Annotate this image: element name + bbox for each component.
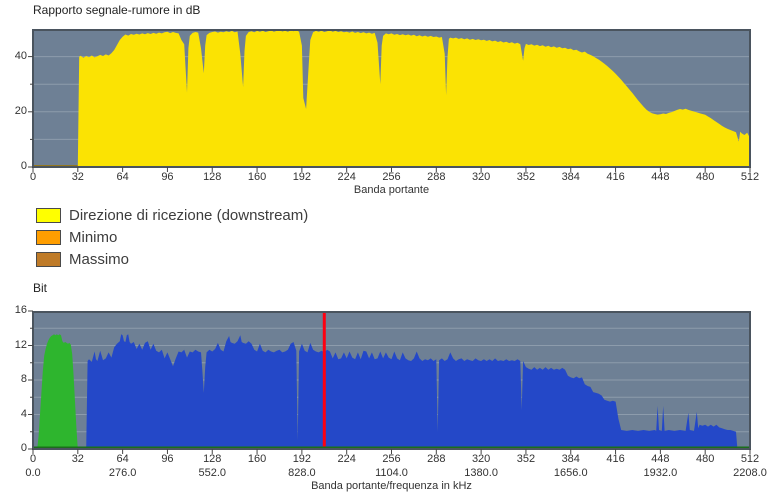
- x-tick-label: 192: [292, 171, 312, 183]
- x-tick-label: 96: [161, 171, 174, 183]
- x-tick-label: 256: [382, 453, 401, 465]
- x-tick-label: 320: [471, 171, 491, 183]
- x-tick-label: 64: [116, 453, 129, 465]
- x-tick-label: 64: [116, 171, 129, 183]
- legend-item-1: Minimo: [36, 226, 308, 248]
- y-tick-label: 16: [14, 304, 27, 316]
- x-tick-label: 128: [203, 171, 222, 183]
- bit-chart-title: Bit: [33, 281, 48, 295]
- x-tick-label: 0: [29, 171, 37, 183]
- x-tick-label: 160: [247, 171, 267, 183]
- y-tick-label: 0: [20, 160, 27, 172]
- y-tick-label: 8: [20, 373, 27, 385]
- freq-tick-label: 0.0: [25, 467, 41, 479]
- y-tick-label: 20: [14, 104, 27, 117]
- legend-swatch-icon: [36, 207, 61, 223]
- freq-tick-label: 1932.0: [643, 467, 678, 479]
- legend-swatch-icon: [36, 251, 61, 267]
- freq-tick-label: 1656.0: [553, 467, 588, 479]
- x-tick-label: 32: [71, 453, 84, 465]
- legend: Direzione di ricezione (downstream) Minim…: [36, 204, 308, 270]
- x-tick-label: 32: [71, 171, 84, 183]
- freq-tick-label: 552.0: [198, 467, 227, 479]
- x-tick-label: 160: [247, 453, 267, 465]
- x-tick-label: 512: [740, 453, 760, 465]
- x-tick-label: 192: [292, 453, 312, 465]
- bit-chart: Bit Banda portante/frequenza in kHz 0 32 6…: [0, 277, 782, 497]
- legend-item-0: Direzione di ricezione (downstream): [36, 204, 308, 226]
- y-tick-label: 4: [20, 407, 27, 420]
- x-tick-label: 384: [561, 453, 580, 465]
- x-tick-label: 288: [427, 453, 446, 465]
- x-tick-label: 512: [740, 171, 760, 183]
- legend-label: Massimo: [69, 250, 130, 268]
- x-tick-label: 288: [427, 171, 446, 183]
- y-tick-label: 12: [14, 338, 27, 351]
- x-tick-label: 480: [696, 171, 715, 183]
- x-tick-label: 416: [606, 453, 625, 465]
- legend-label: Direzione di ricezione (downstream): [69, 206, 309, 224]
- y-tick-label: 40: [14, 49, 27, 62]
- x-tick-label: 384: [561, 171, 580, 183]
- freq-tick-label: 276.0: [108, 467, 137, 479]
- bit-x-axis-label: Banda portante/frequenza in kHz: [311, 480, 472, 492]
- x-tick-label: 256: [382, 171, 401, 183]
- snr-plot-area: [28, 29, 751, 172]
- legend-label: Minimo: [69, 228, 118, 246]
- x-tick-label: 0: [29, 453, 37, 465]
- x-tick-label: 352: [516, 453, 536, 465]
- freq-tick-label: 2208.0: [733, 467, 767, 479]
- x-tick-label: 96: [161, 453, 174, 465]
- x-tick-label: 224: [337, 171, 356, 183]
- snr-chart-title: Rapporto segnale-rumore in dB: [33, 3, 201, 17]
- freq-tick-label: 828.0: [288, 467, 316, 479]
- x-tick-label: 224: [337, 453, 356, 465]
- x-tick-label: 352: [516, 171, 536, 183]
- bit-plot-area: [28, 310, 751, 454]
- y-tick-label: 0: [20, 442, 27, 454]
- x-tick-label: 448: [651, 453, 670, 465]
- x-tick-label: 480: [696, 453, 715, 465]
- x-tick-label: 416: [606, 171, 625, 183]
- freq-tick-label: 1380.0: [464, 467, 498, 479]
- legend-swatch-icon: [36, 229, 61, 245]
- snr-chart: Rapporto segnale-rumore in dB Banda port…: [0, 0, 782, 204]
- x-tick-label: 320: [471, 453, 491, 465]
- legend-item-2: Massimo: [36, 248, 308, 270]
- x-tick-label: 128: [203, 453, 222, 465]
- freq-tick-label: 1104.0: [375, 467, 408, 479]
- x-tick-label: 448: [651, 171, 670, 183]
- snr-x-axis-label: Banda portante: [353, 184, 430, 196]
